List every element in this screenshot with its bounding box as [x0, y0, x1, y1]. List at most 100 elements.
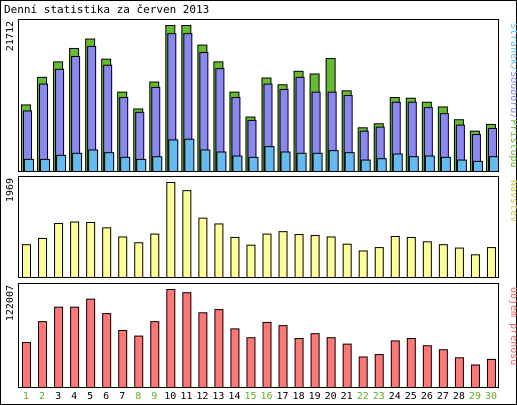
bar-stránek	[312, 152, 323, 173]
bar-navstev	[422, 241, 432, 279]
bar-navstev	[262, 233, 272, 279]
x-tick-label: 19	[309, 391, 321, 402]
bar-objem	[262, 321, 272, 389]
bar-navstev	[294, 234, 304, 278]
x-tick-label: 8	[135, 391, 141, 402]
bar-navstev	[86, 221, 96, 279]
bar-navstev	[358, 250, 368, 278]
bar-objem	[198, 312, 208, 389]
x-tick-label: 9	[151, 391, 157, 402]
x-tick-label: 4	[71, 391, 77, 402]
bar-objem	[422, 345, 432, 388]
bar-navstev	[454, 247, 464, 278]
bar-stránek	[40, 158, 51, 172]
bar-stránek	[200, 149, 211, 173]
bar-navstev	[182, 190, 192, 278]
bar-navstev	[38, 237, 48, 279]
x-tick-label: 24	[389, 391, 401, 402]
bar-stránek	[488, 156, 499, 173]
bar-navstev	[166, 182, 176, 278]
bar-stránek	[232, 155, 243, 173]
bar-objem	[166, 289, 176, 388]
series-label-part: Souborů/	[508, 71, 517, 119]
bar-stránek	[72, 152, 83, 173]
bar-stránek	[408, 156, 419, 173]
panel-border	[18, 283, 499, 388]
panel-2: 1969 Návštěv	[5, 176, 517, 279]
bar-objem	[134, 335, 144, 388]
bar-stránek	[24, 158, 34, 172]
panel-border	[18, 176, 499, 278]
bar-stránek	[264, 146, 275, 173]
bar-navstev	[390, 235, 400, 278]
x-tick-label: 12	[196, 391, 208, 402]
bar-objem	[454, 357, 464, 389]
bar-stránek	[56, 154, 67, 173]
bar-navstev	[230, 236, 240, 278]
bar-objem	[374, 354, 384, 389]
bar-objem	[342, 343, 352, 388]
bar-navstev	[22, 244, 31, 278]
bar-objem	[150, 321, 160, 388]
series-label-part: Přístupů	[508, 119, 517, 167]
bar-stránek	[440, 156, 451, 173]
bar-stránek	[152, 156, 163, 173]
bar-navstev	[470, 254, 480, 279]
bar-objem	[230, 328, 240, 388]
bar-navstev	[70, 221, 80, 278]
bar-navstev	[342, 243, 352, 278]
bar-objem	[118, 329, 128, 389]
x-tick-label: 5	[87, 391, 93, 402]
bar-objem	[22, 342, 31, 389]
x-tick-label: 17	[277, 391, 289, 402]
x-tick-label: 28	[453, 391, 465, 402]
bar-objem	[54, 306, 64, 388]
bar-stránek	[360, 159, 371, 172]
bar-navstev	[134, 242, 144, 278]
bar-objem	[406, 338, 416, 388]
x-tick-label: 29	[469, 391, 481, 402]
bar-objem	[326, 337, 336, 389]
bar-stránek	[168, 139, 179, 172]
bar-objem	[486, 358, 496, 389]
bar-navstev	[326, 236, 336, 279]
x-tick-label: 2	[39, 391, 45, 402]
x-tick-label: 15	[244, 391, 256, 402]
x-tick-label: 14	[228, 391, 240, 402]
panel-1: 21712 Stránek/Souborů/Přístupů	[5, 19, 517, 173]
bar-objem	[470, 364, 480, 389]
bar-objem	[246, 337, 256, 389]
x-tick-label: 18	[293, 391, 305, 402]
x-tick-label: 30	[485, 391, 497, 402]
x-tick-label: 25	[405, 391, 417, 402]
bar-objem	[358, 356, 368, 389]
chart-title: Denní statistika za červen 2013	[4, 3, 209, 16]
bar-navstev	[486, 247, 496, 278]
bar-stránek	[424, 155, 435, 173]
bar-objem	[102, 313, 112, 388]
bar-navstev	[118, 236, 128, 279]
bar-objem	[390, 340, 400, 388]
bar-stránek	[296, 152, 307, 173]
bar-stránek	[472, 160, 483, 172]
bar-navstev	[438, 244, 448, 278]
x-tick-label: 11	[180, 391, 192, 402]
panel-border	[18, 19, 499, 172]
bar-navstev	[310, 235, 320, 279]
bar-stránek	[184, 138, 195, 172]
x-tick-label: 26	[421, 391, 433, 402]
bar-navstev	[54, 222, 64, 278]
bar-stránek	[120, 156, 131, 173]
x-tick-label: 21	[341, 391, 353, 402]
bar-objem	[70, 306, 80, 388]
bar-objem	[438, 349, 448, 389]
bar-objem	[278, 325, 288, 389]
bar-stránek	[136, 158, 147, 172]
bar-stránek	[216, 151, 227, 173]
bar-navstev	[278, 231, 288, 278]
bar-stránek	[88, 149, 99, 173]
bar-navstev	[214, 223, 224, 279]
bar-navstev	[374, 247, 384, 278]
y-max-label: 122007	[5, 285, 16, 321]
